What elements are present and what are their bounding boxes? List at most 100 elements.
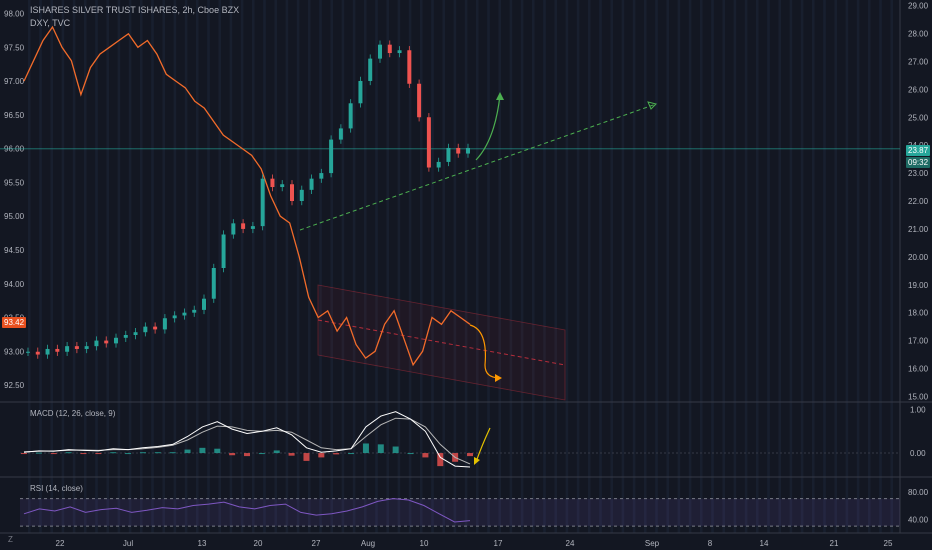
timezone-button[interactable]: Z [8,535,13,544]
candle-body [241,223,246,229]
background-stripe [610,0,613,533]
background-stripe [61,0,65,533]
left-axis-tick: 98.00 [4,10,25,19]
macd-histogram-bar [154,452,161,454]
background-stripe [599,0,602,533]
background-stripe [476,0,479,533]
countdown-badge: 09:32 [906,157,931,168]
x-axis-tick: 17 [494,539,503,548]
macd-annotation-arrowhead [474,457,480,465]
right-axis-tick: 19.00 [908,281,929,290]
macd-histogram-bar [392,446,399,454]
candle-body [348,103,353,129]
candle-body [94,340,99,347]
bearish-arrowhead [495,374,502,382]
background-stripe [207,0,210,533]
left-axis-tick: 93.00 [4,347,25,356]
background-stripe [543,0,546,533]
macd-histogram-bar [467,453,473,457]
candle-body [202,298,206,310]
candle-body [231,223,236,235]
candle-body [65,346,70,352]
candle-body [309,178,314,190]
candle-body [319,173,324,179]
right-axis-tick: 18.00 [908,309,929,318]
background-stripe [173,0,177,533]
background-stripe [498,0,501,533]
left-axis-tick: 95.50 [4,178,25,187]
background-stripe [229,0,233,533]
background-stripe [464,0,468,533]
candle-body [338,128,343,140]
bullish-arrowhead [496,92,504,100]
macd-histogram-bar [318,453,325,458]
macd-label[interactable]: MACD (12, 26, close, 9) [30,409,116,418]
candle-body [221,234,226,268]
symbol-legend[interactable]: ISHARES SILVER TRUST ISHARES, 2h, Cboe B… [30,5,240,15]
candle-body [417,83,422,118]
background-stripe [868,0,871,533]
background-stripe [856,0,860,533]
background-stripe [375,0,378,533]
x-axis-tick: 25 [884,539,893,548]
background-stripe [274,0,277,533]
background-stripe [431,0,434,533]
trend-channel [317,284,566,401]
macd-histogram-bar [169,452,176,454]
candle-body [250,226,255,229]
background-stripe [711,0,714,533]
right-axis-tick: 17.00 [908,337,929,346]
left-axis-tick: 94.50 [4,246,25,255]
macd-axis-tick: 1.00 [910,406,926,415]
macd-histogram-bar [362,443,369,454]
x-axis-tick: Sep [645,539,660,548]
background-stripe [296,0,300,533]
right-axis-tick: 26.00 [908,85,929,94]
background-stripe [823,0,826,533]
left-axis-tick: 94.00 [4,280,25,289]
background-stripe [84,0,87,533]
candle-body [299,189,304,201]
background-stripe [95,0,98,533]
macd-signal-line [23,417,471,465]
macd-histogram-bar [288,453,295,456]
candle-body [162,318,167,330]
background-stripe [565,0,569,533]
rsi-label[interactable]: RSI (14, close) [30,484,83,493]
background-stripe [744,0,748,533]
candle-body [260,178,265,227]
overlay-legend[interactable]: DXY, TVC [30,18,71,28]
background-stripe [767,0,770,533]
left-axis-tick: 92.50 [4,381,25,390]
background-stripe [644,0,647,533]
background-stripe [218,0,221,533]
candle-body [35,351,40,355]
background-stripe [621,0,625,533]
background-stripe [408,0,412,533]
background-stripe [106,0,109,533]
candle-body [133,332,138,335]
bullish-forecast-arrow [475,94,501,161]
background-stripe [50,0,53,533]
background-stripe [666,0,669,533]
background-stripe [845,0,849,533]
background-stripe [789,0,793,533]
candle-body [407,50,412,84]
left-axis-tick: 97.00 [4,77,25,86]
candle-body [143,326,148,333]
background-stripe [532,0,535,533]
candle-body [456,147,461,154]
macd-histogram-bar [407,453,414,455]
x-axis-tick: 24 [566,539,575,548]
right-axis-tick: 21.00 [908,225,929,234]
right-axis-tick: 15.00 [908,392,929,401]
dxy-line [23,25,471,367]
background-stripe [28,0,31,533]
right-axis-tick: 25.00 [908,113,929,122]
candle-body [436,161,441,168]
background-stripe [442,0,445,533]
background-stripe [386,0,389,533]
background-stripe [420,0,423,533]
x-axis-tick: 14 [760,539,769,548]
